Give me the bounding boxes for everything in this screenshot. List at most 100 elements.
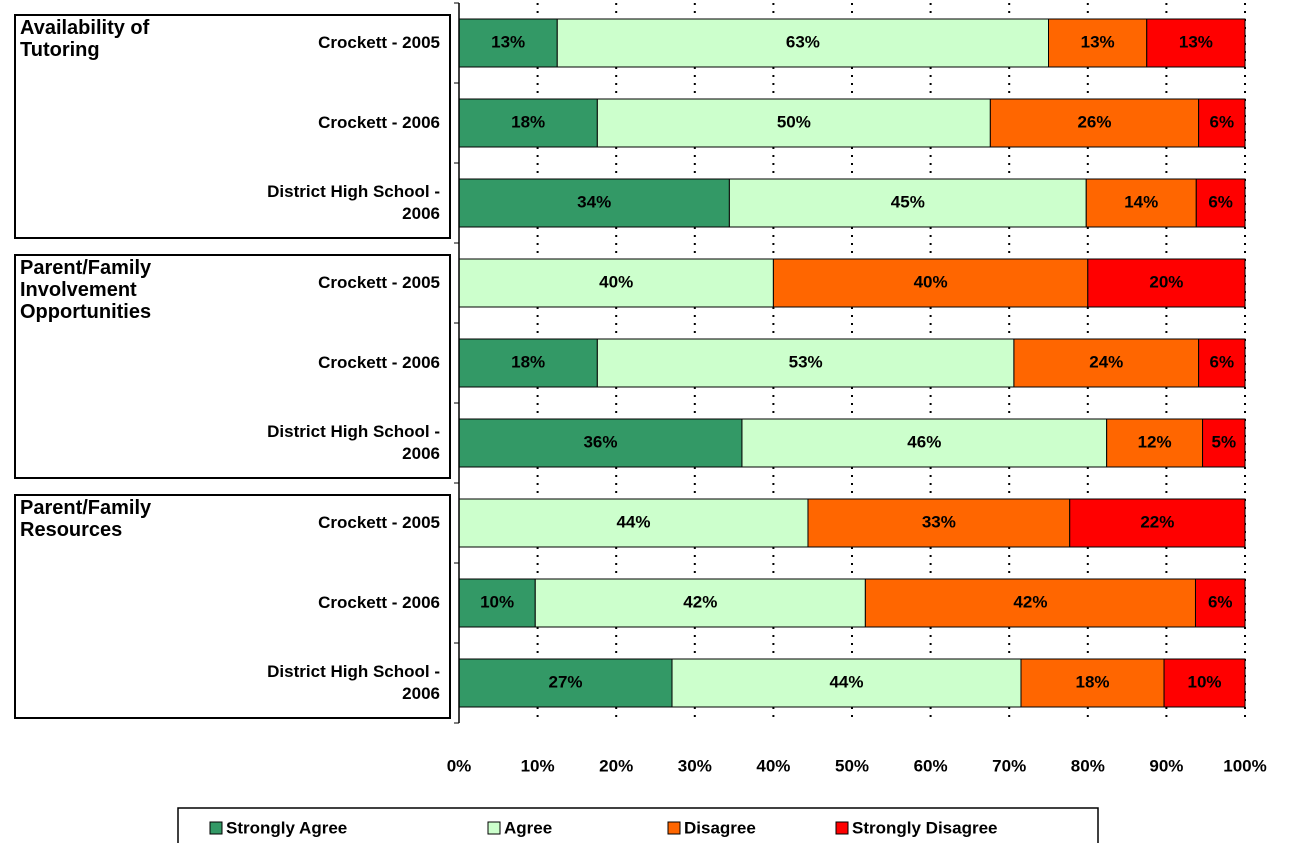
- bar-segment: [1194, 578, 1246, 628]
- bar-segment: [864, 578, 1196, 628]
- y-tick-label: Crockett - 2006: [318, 593, 440, 612]
- data-label: 13%: [491, 32, 525, 51]
- data-label: 40%: [599, 272, 633, 291]
- x-tick-label: 50%: [835, 756, 869, 775]
- x-tick-label: 20%: [599, 756, 633, 775]
- data-label: 53%: [789, 352, 823, 371]
- bar-segment: [741, 418, 1108, 468]
- data-label: 5%: [1211, 432, 1236, 451]
- group-label: Parent/Family Resources: [20, 497, 152, 541]
- bar-segment: [728, 178, 1087, 228]
- bar-segment: [671, 658, 1022, 708]
- bar-segment: [458, 98, 598, 148]
- data-label: 6%: [1208, 192, 1233, 211]
- bar-segment: [989, 98, 1200, 148]
- data-label: 42%: [1013, 592, 1047, 611]
- y-tick-label: Crockett - 2005: [318, 273, 440, 292]
- legend-swatch: [487, 821, 501, 835]
- data-label: 50%: [777, 112, 811, 131]
- data-label: 44%: [616, 512, 650, 531]
- y-tick-label: Crockett - 2006: [318, 113, 440, 132]
- legend-label: Strongly Disagree: [852, 818, 998, 837]
- data-label: 12%: [1138, 432, 1172, 451]
- bar-segment: [1163, 658, 1246, 708]
- x-tick-label: 60%: [914, 756, 948, 775]
- y-tick-label: District High School - 2006: [267, 182, 440, 223]
- bar-segment: [807, 498, 1071, 548]
- data-label: 42%: [683, 592, 717, 611]
- data-label: 26%: [1077, 112, 1111, 131]
- y-tick-label: Crockett - 2005: [318, 33, 440, 52]
- bar-segment: [458, 178, 730, 228]
- bar-segment: [458, 578, 536, 628]
- data-label: 22%: [1140, 512, 1174, 531]
- data-label: 34%: [577, 192, 611, 211]
- y-tick-label: District High School - 2006: [267, 662, 440, 703]
- bar-segment: [1198, 98, 1246, 148]
- bar-segment: [1048, 18, 1148, 68]
- data-label: 40%: [914, 272, 948, 291]
- bar-segment: [458, 258, 774, 308]
- x-tick-label: 40%: [756, 756, 790, 775]
- bar-segment: [458, 418, 743, 468]
- bar-segment: [1106, 418, 1204, 468]
- group-label: Parent/Family Involvement Opportunities: [20, 257, 152, 323]
- bar-segment: [458, 498, 809, 548]
- bar-segment: [1202, 418, 1246, 468]
- legend-label: Strongly Agree: [226, 818, 347, 837]
- bar-segment: [596, 338, 1015, 388]
- legend-swatch: [835, 821, 849, 835]
- data-label: 10%: [480, 592, 514, 611]
- y-tick-label: Crockett - 2006: [318, 353, 440, 372]
- x-tick-label: 100%: [1223, 756, 1266, 775]
- data-label: 18%: [511, 112, 545, 131]
- data-label: 13%: [1081, 32, 1115, 51]
- data-label: 18%: [1076, 672, 1110, 691]
- group-label: Availability of Tutoring: [20, 17, 150, 61]
- bar-segment: [1013, 338, 1200, 388]
- data-label: 18%: [511, 352, 545, 371]
- legend-label: Disagree: [684, 818, 756, 837]
- bar-segment: [458, 338, 598, 388]
- bar-segment: [772, 258, 1089, 308]
- data-label: 46%: [907, 432, 941, 451]
- data-label: 44%: [829, 672, 863, 691]
- bar-segment: [1195, 178, 1246, 228]
- data-label: 36%: [583, 432, 617, 451]
- data-label: 20%: [1149, 272, 1183, 291]
- data-label: 63%: [786, 32, 820, 51]
- x-tick-label: 80%: [1071, 756, 1105, 775]
- data-label: 14%: [1124, 192, 1158, 211]
- data-label: 33%: [922, 512, 956, 531]
- bar-segment: [1087, 258, 1246, 308]
- bar-segment: [1020, 658, 1165, 708]
- bar-segment: [534, 578, 866, 628]
- legend-swatch: [209, 821, 223, 835]
- bar-segment: [1198, 338, 1246, 388]
- group-box: [14, 494, 451, 719]
- legend-box: [177, 807, 1099, 843]
- y-tick-label: Crockett - 2005: [318, 513, 440, 532]
- x-tick-label: 0%: [447, 756, 472, 775]
- x-tick-label: 90%: [1149, 756, 1183, 775]
- data-label: 10%: [1188, 672, 1222, 691]
- legend-label: Agree: [504, 818, 552, 837]
- data-label: 24%: [1089, 352, 1123, 371]
- bar-segment: [596, 98, 991, 148]
- data-label: 27%: [548, 672, 582, 691]
- x-tick-label: 70%: [992, 756, 1026, 775]
- x-tick-label: 10%: [521, 756, 555, 775]
- y-tick-label: District High School - 2006: [267, 422, 440, 463]
- data-label: 6%: [1210, 352, 1235, 371]
- bar-segment: [1069, 498, 1246, 548]
- x-tick-label: 30%: [678, 756, 712, 775]
- data-label: 6%: [1210, 112, 1235, 131]
- group-box: [14, 14, 451, 239]
- bar-segment: [1085, 178, 1197, 228]
- data-label: 6%: [1208, 592, 1233, 611]
- data-label: 45%: [891, 192, 925, 211]
- legend-swatch: [667, 821, 681, 835]
- bar-segment: [1146, 18, 1246, 68]
